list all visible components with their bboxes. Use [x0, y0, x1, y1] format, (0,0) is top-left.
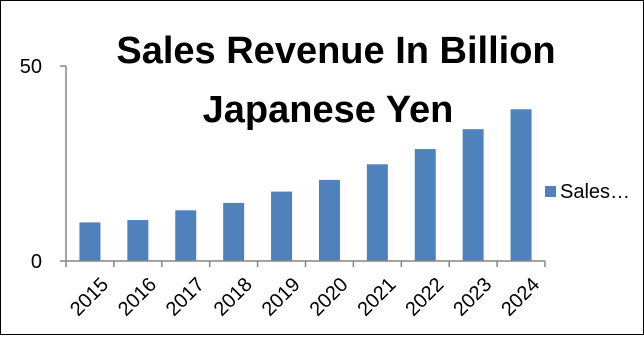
legend-swatch	[545, 186, 556, 197]
y-tick-label: 50	[20, 56, 42, 78]
bar-2022	[414, 149, 436, 261]
y-tick-label: 0	[31, 251, 42, 273]
bar-2018	[223, 202, 245, 261]
bar-2015	[79, 222, 101, 261]
bar-2019	[271, 191, 293, 261]
bar-2016	[127, 220, 149, 261]
y-axis-ticks: 0 50	[20, 56, 66, 273]
legend: Sales…	[545, 181, 630, 203]
bar-2017	[175, 210, 197, 261]
bar-2020	[318, 179, 340, 261]
legend-label: Sales…	[560, 181, 630, 203]
chart-title-line-2: Japanese Yen	[203, 89, 454, 131]
chart-title-line-1: Sales Revenue In Billion	[116, 30, 555, 72]
x-axis-ticks	[65, 261, 546, 267]
bar-2023	[462, 129, 484, 261]
bar-2021	[366, 164, 388, 261]
bars-group	[79, 109, 532, 261]
bar-2024	[510, 109, 532, 261]
